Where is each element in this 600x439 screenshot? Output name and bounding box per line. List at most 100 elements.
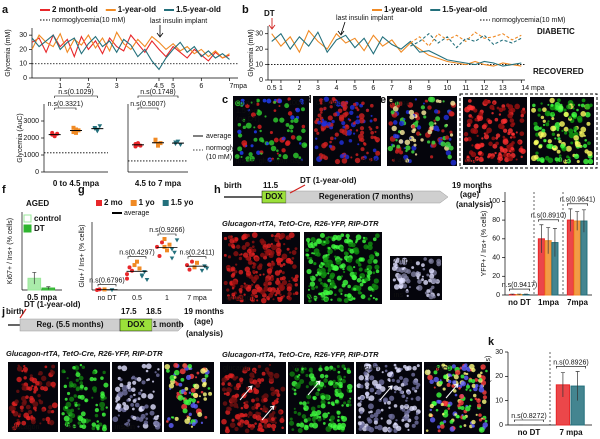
micrograph-cells: [223, 232, 299, 304]
cell: [119, 383, 124, 388]
cell: [471, 383, 476, 389]
cell: [318, 367, 323, 372]
cell: [357, 143, 360, 146]
cell: [294, 367, 299, 372]
cell: [352, 132, 356, 135]
cell: [301, 124, 306, 129]
cell: [466, 384, 470, 389]
cell: [465, 372, 469, 376]
cell: [270, 261, 276, 267]
cell: [156, 373, 160, 377]
cell: [330, 282, 336, 288]
cell: [343, 401, 347, 405]
cell: [137, 397, 141, 401]
y-tick-label: 0: [35, 169, 39, 176]
cell: [34, 385, 38, 389]
cell: [348, 242, 354, 247]
cell: [338, 392, 344, 399]
image-label: insulin: [359, 365, 379, 372]
cell: [226, 288, 230, 292]
cell: [260, 289, 266, 295]
image-label: 0.5 mpa: [316, 100, 341, 107]
cell: [38, 399, 42, 402]
cell: [258, 381, 262, 384]
cell: [374, 130, 377, 133]
cell: [547, 120, 550, 123]
cell: [387, 400, 391, 405]
cell: [518, 147, 524, 153]
cell: [317, 417, 322, 422]
cell: [229, 397, 236, 403]
cell: [231, 272, 236, 276]
cell: [41, 408, 45, 412]
cell: [317, 404, 321, 409]
cell: [274, 421, 277, 424]
cell: [422, 102, 425, 105]
cell: [542, 119, 546, 123]
cell: [427, 129, 433, 135]
y-axis-label: Ki67+ / Ins+ (% cells): [7, 218, 14, 284]
cell: [123, 404, 130, 411]
cell: [458, 399, 464, 406]
cell: [240, 406, 244, 410]
dot: [187, 267, 192, 272]
cell: [488, 141, 493, 147]
cell: [272, 298, 275, 301]
cell: [146, 378, 149, 382]
dot: [139, 273, 145, 278]
cell: [455, 414, 460, 419]
cell: [573, 135, 579, 141]
cell: [372, 271, 376, 275]
cell: [366, 274, 371, 279]
x-tick-label: 4: [334, 85, 338, 92]
cell: [535, 151, 539, 155]
cell: [89, 376, 94, 382]
dot: [155, 244, 159, 249]
cell: [115, 400, 118, 403]
cell: [235, 100, 241, 107]
cell: [498, 113, 502, 116]
cell: [281, 137, 285, 141]
cell: [299, 401, 303, 405]
cell: [289, 371, 295, 377]
cell: [323, 96, 330, 102]
cell: [314, 145, 319, 150]
cell: [388, 413, 393, 418]
cell: [225, 391, 230, 397]
cell: [478, 418, 483, 422]
cell: [357, 133, 364, 140]
data-line: [271, 29, 522, 67]
cell: [381, 371, 384, 374]
cell: [66, 377, 69, 380]
cell: [393, 404, 398, 408]
y-tick-label: 20: [495, 373, 503, 380]
dt-label: DT: [264, 9, 275, 18]
cell: [485, 369, 488, 373]
image-label: glucagon: [226, 295, 255, 302]
cell: [506, 144, 510, 148]
cell: [549, 97, 555, 104]
cell: [500, 118, 507, 125]
cell: [374, 264, 380, 270]
cell: [545, 122, 550, 127]
cell: [502, 138, 509, 145]
cell: [296, 135, 302, 141]
cell: [450, 159, 457, 166]
cell: [342, 270, 346, 274]
dt-arrow: [19, 308, 27, 319]
cell: [221, 377, 227, 383]
cell: [259, 273, 262, 276]
cell: [393, 385, 399, 391]
error-bar: [560, 372, 565, 398]
cell: [435, 99, 440, 103]
cell: [311, 417, 316, 422]
cell: [348, 138, 353, 143]
cell: [65, 401, 72, 408]
cell: [117, 391, 124, 398]
cell: [429, 408, 433, 412]
cell: [293, 277, 299, 283]
error-bar: [568, 208, 573, 232]
cell: [243, 419, 250, 425]
cell: [191, 422, 196, 426]
cell: [353, 265, 356, 269]
